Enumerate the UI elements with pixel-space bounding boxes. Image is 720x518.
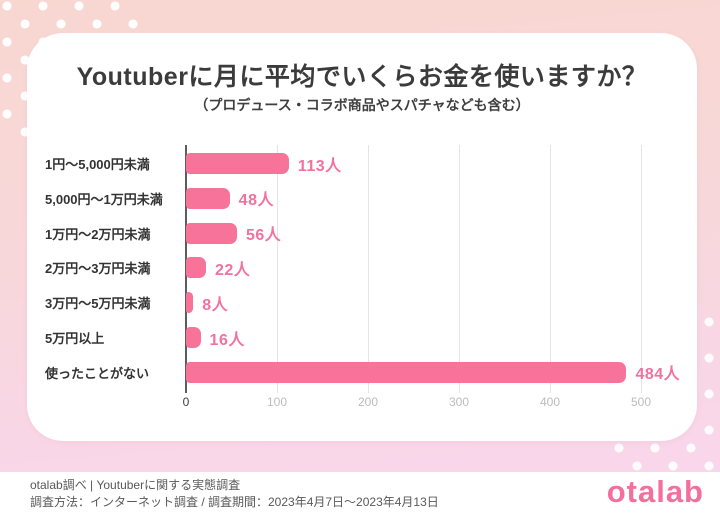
- x-tick-label: 400: [539, 395, 561, 409]
- bar: [186, 187, 230, 209]
- chart-row: 1万円〜2万円未満 56人: [27, 216, 697, 251]
- chart-title: Youtuberに月に平均でいくらお金を使いますか？: [76, 63, 648, 91]
- gridline: [459, 145, 460, 393]
- bar: [186, 257, 207, 279]
- bar: [186, 222, 237, 244]
- category-label: 2万円〜3万円未満: [45, 261, 151, 277]
- x-tick-label: 200: [357, 395, 379, 409]
- value-label: 48人: [238, 192, 274, 210]
- value-label: 22人: [215, 261, 251, 279]
- bar-chart: 1円〜5,000円未満 113人 5,000円〜1万円未満 48人 1万円〜2万円未満 5…: [27, 33, 697, 441]
- category-label: 5万円以上: [45, 331, 105, 346]
- bar: [186, 327, 201, 348]
- category-label: 1円〜5,000円未満: [45, 157, 150, 172]
- otalab-logo: otalab: [606, 474, 704, 509]
- value-label: 8人: [202, 296, 229, 314]
- x-tick-label: 100: [266, 395, 288, 409]
- chart-row: 2万円〜3万円未満 22人: [27, 250, 697, 285]
- value-label: 113人: [297, 157, 342, 175]
- bar: [186, 361, 627, 383]
- gridline: [550, 145, 551, 393]
- gridline: [277, 145, 278, 393]
- value-label: 56人: [245, 227, 282, 245]
- category-label: 3万円〜5万円未満: [45, 296, 151, 312]
- chart-subtitle: （プロデュース・コラボ商品やスパチャなども含む）: [194, 97, 530, 113]
- gridline: [641, 145, 642, 393]
- x-tick-label: 300: [448, 395, 470, 409]
- survey-chart-card: Youtuberに月に平均でいくらお金を使いますか？ （プロデュース・コラボ商品…: [27, 33, 697, 441]
- bar: [186, 292, 194, 314]
- footer-bar: otalab調べ | Youtuberに関する実態調査 調査方法：インターネット…: [0, 472, 720, 518]
- chart-row: 使ったことがない 484人: [27, 355, 697, 390]
- footer-line-2: 調査方法：インターネット調査 / 調査期間：2023年4月7日〜2023年4月1…: [30, 495, 439, 509]
- x-tick-label: 0: [182, 395, 190, 409]
- category-label: 使ったことがない: [45, 365, 150, 381]
- x-tick-label: 500: [630, 395, 652, 409]
- chart-row: 5万円以上 16人: [27, 320, 697, 355]
- category-label: 5,000円〜1万円未満: [45, 191, 163, 207]
- chart-row: 1円〜5,000円未満 113人: [27, 146, 697, 181]
- chart-row: 3万円〜5万円未満 8人: [27, 285, 697, 320]
- footer-source-text: otalab調べ | Youtuberに関する実態調査 調査方法：インターネット…: [30, 477, 439, 511]
- category-label: 1万円〜2万円未満: [45, 226, 151, 242]
- value-label: 484人: [635, 366, 681, 384]
- bar: [186, 153, 289, 174]
- gridline: [368, 145, 369, 393]
- footer-line-1: otalab調べ | Youtuberに関する実態調査: [30, 478, 241, 492]
- value-label: 16人: [209, 331, 245, 349]
- chart-row: 5,000円〜1万円未満 48人: [27, 181, 697, 216]
